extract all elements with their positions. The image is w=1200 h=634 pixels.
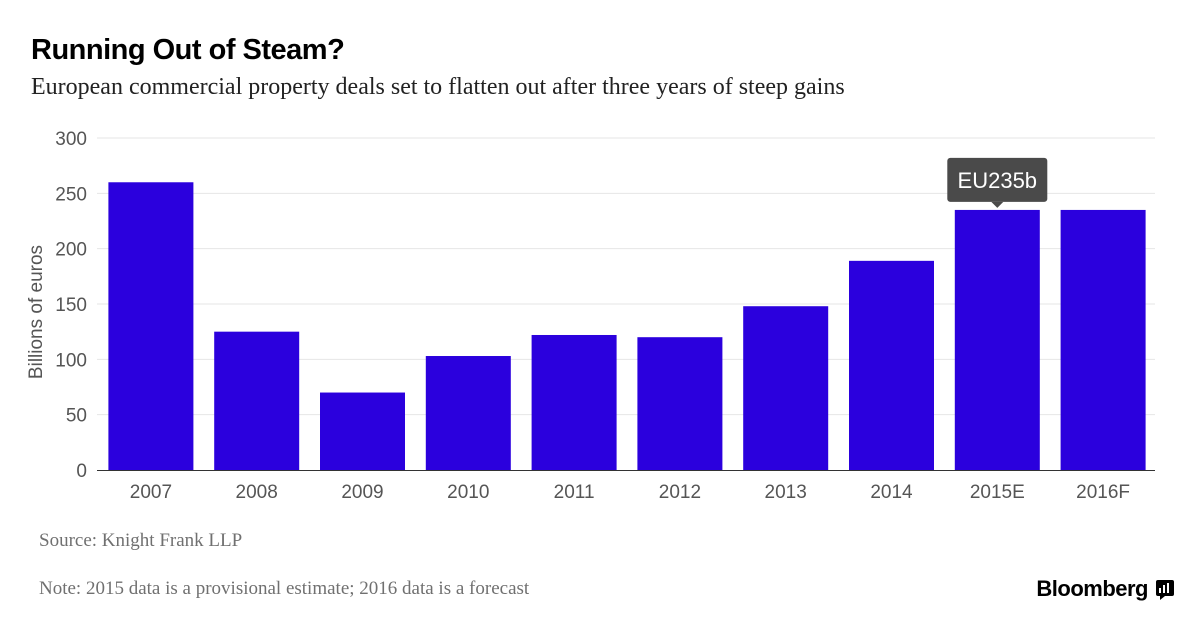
bars bbox=[108, 182, 1146, 470]
bar-2015e bbox=[954, 209, 1040, 470]
callout-label: EU235b bbox=[958, 168, 1038, 193]
chart-title: Running Out of Steam? bbox=[31, 34, 345, 66]
callout-background bbox=[947, 157, 1048, 202]
y-tick-label: 250 bbox=[55, 184, 87, 205]
y-tick-label: 100 bbox=[55, 350, 87, 371]
callout-pointer bbox=[991, 201, 1004, 208]
x-tick-label: 2015E bbox=[970, 482, 1025, 503]
chart-subtitle: European commercial property deals set t… bbox=[31, 74, 845, 100]
bar-2012 bbox=[637, 337, 723, 470]
x-tick-label: 2007 bbox=[130, 482, 172, 503]
callout: EU235b bbox=[947, 157, 1048, 208]
bloomberg-terminal-icon bbox=[1156, 580, 1174, 600]
bar-2009 bbox=[320, 392, 405, 470]
bar-2007 bbox=[108, 182, 194, 470]
x-tick-label: 2014 bbox=[870, 482, 913, 503]
bar-2016f bbox=[1060, 209, 1146, 470]
x-tick-labels: 2007 2008 2009 2010 2011 2012 2013 2014 2015E 201… bbox=[130, 482, 1130, 503]
bar-2008 bbox=[214, 331, 300, 470]
y-tick-label: 150 bbox=[55, 295, 87, 316]
y-tick-label: 200 bbox=[55, 240, 87, 261]
x-tick-label: 2008 bbox=[236, 482, 278, 503]
bar-2013 bbox=[743, 306, 829, 470]
callout-box: EU235b bbox=[947, 157, 1048, 208]
y-tick-labels: 0 50 100 150 200 250 300 bbox=[55, 129, 87, 482]
y-tick-label: 0 bbox=[76, 461, 87, 482]
bar-2011 bbox=[531, 334, 617, 470]
x-tick-label: 2010 bbox=[447, 482, 489, 503]
source-note: Source: Knight Frank LLP bbox=[39, 530, 243, 551]
y-tick-label: 300 bbox=[55, 129, 87, 150]
x-tick-label: 2013 bbox=[765, 482, 807, 503]
bloomberg-logo: Bloomberg bbox=[1036, 576, 1148, 601]
x-tick-label: 2009 bbox=[341, 482, 383, 503]
bar-2014 bbox=[849, 260, 934, 470]
x-tick-label: 2012 bbox=[659, 482, 701, 503]
x-tick-label: 2016F bbox=[1076, 482, 1130, 503]
bar-2010 bbox=[425, 356, 511, 470]
y-axis-label: Billions of euros bbox=[26, 245, 47, 379]
footnote: Note: 2015 data is a provisional estimat… bbox=[39, 578, 530, 599]
x-tick-label: 2011 bbox=[554, 482, 595, 503]
y-tick-label: 50 bbox=[66, 406, 87, 427]
